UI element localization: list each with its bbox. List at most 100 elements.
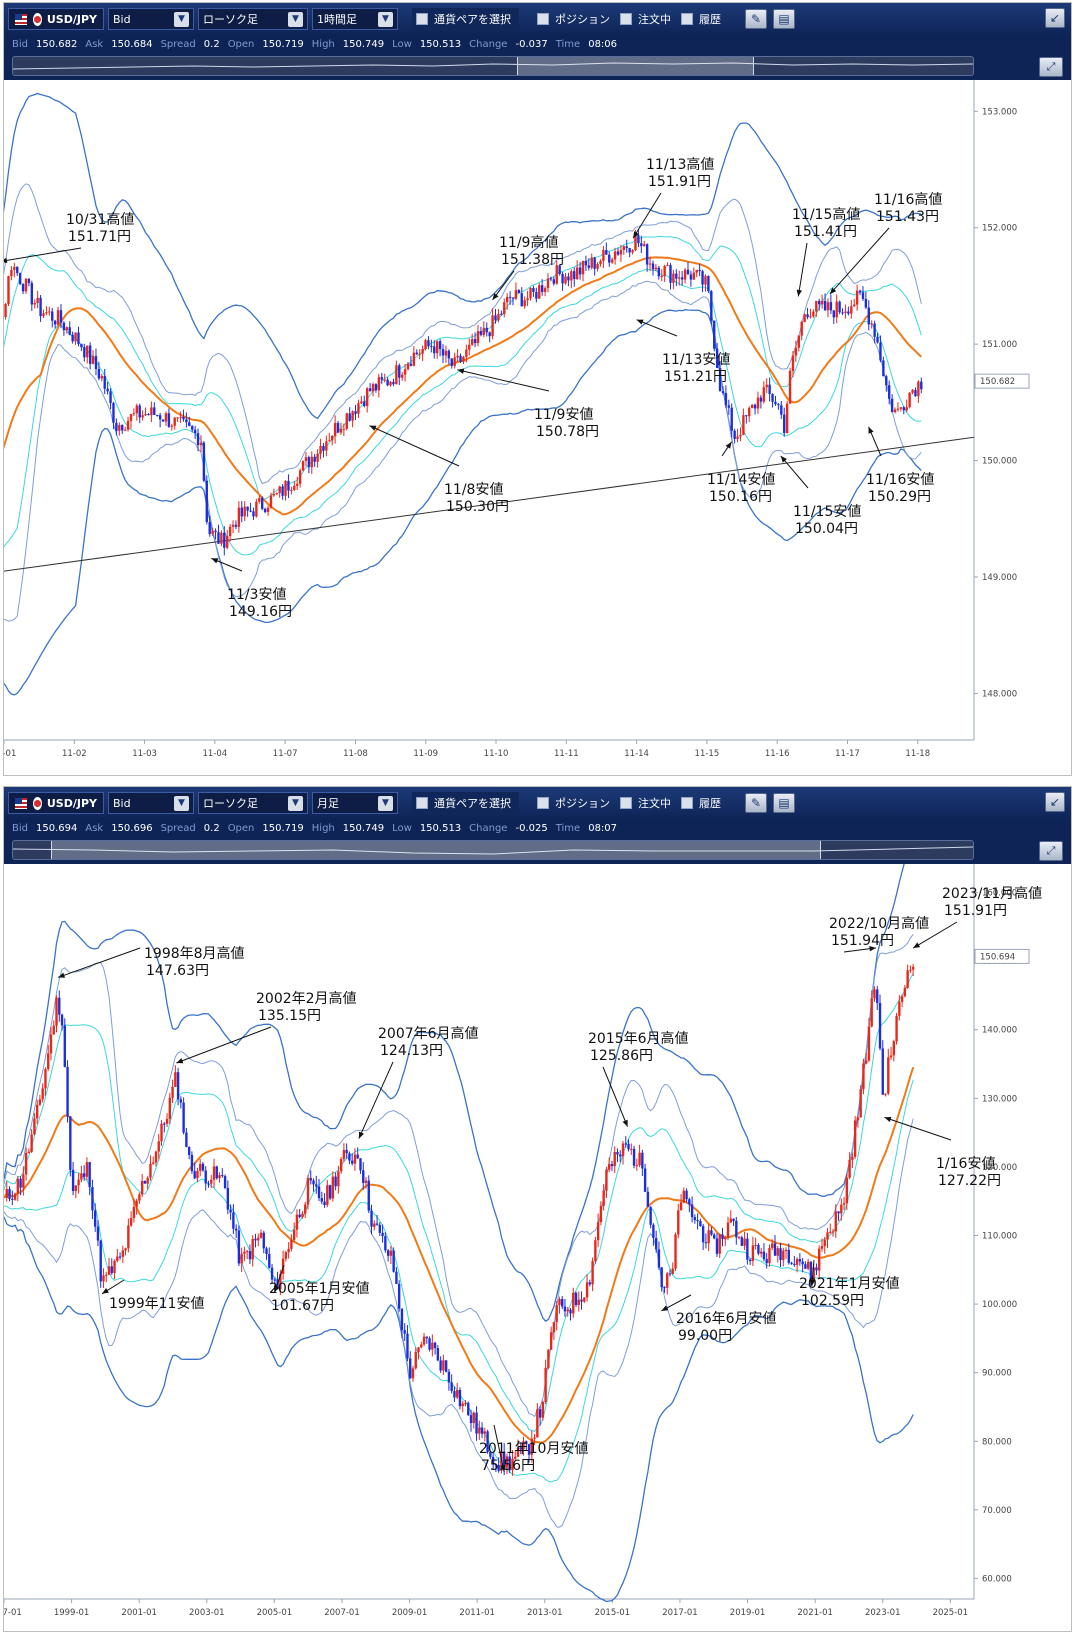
candle-body [126,420,130,430]
candle-body [715,1238,719,1254]
candle-body [211,530,214,535]
candle-body [82,1173,86,1177]
candle-body [176,417,179,419]
candle-body [400,1308,404,1331]
y-tick-label: 149.000 [982,573,1017,583]
candle-body [696,1220,699,1222]
candle-body [16,266,19,274]
checkbox-icon[interactable] [681,797,693,809]
candle-body [896,408,900,410]
candle-body [234,1228,238,1231]
x-tick-label: 2015-01 [595,1608,631,1618]
x-tick-label: 11-01 [4,749,16,759]
candle-body [354,411,357,414]
collapse-button[interactable]: ↙ [1045,792,1065,812]
candle-body [447,1371,451,1383]
annotation-value: 135.15円 [258,1008,321,1024]
candle-body [168,1097,171,1119]
timeframe-select[interactable]: 1時間足 ▼ [312,8,398,30]
history-toggle[interactable]: 履歴 [681,8,721,30]
chart-settings-button[interactable]: ✎ [745,9,767,29]
candle-body [911,966,915,970]
candle-body [121,425,124,431]
candle-body [745,415,748,417]
candle-body [561,1299,564,1307]
candle-body [307,457,311,468]
price-type-select[interactable]: Bid ▼ [108,792,194,814]
print-button[interactable]: ▤ [773,9,795,29]
candle-body [442,1360,445,1371]
annotation-value: 75.56円 [481,1458,535,1474]
candle-body [190,1154,194,1172]
candle-body [383,379,386,381]
candle-body [867,1026,871,1061]
print-button[interactable]: ▤ [773,793,795,813]
price-type-select[interactable]: Bid ▼ [108,8,194,30]
candle-body [812,1267,815,1282]
candle-body [123,429,127,431]
expand-icon[interactable]: ⤢ [1039,57,1063,77]
history-toggle[interactable]: 履歴 [681,792,721,814]
candle-body [323,1201,326,1206]
candle-body [804,1264,807,1269]
candle-body [362,1170,365,1183]
orders-toggle[interactable]: 注文中 [620,792,671,814]
candle-body [682,1190,685,1203]
candle-body [71,334,74,342]
candle-body [284,1252,288,1259]
checkbox-icon[interactable] [537,797,549,809]
timeframe-select[interactable]: 月足 ▼ [312,792,398,814]
checkbox-icon[interactable] [620,13,632,25]
candle-body [602,1190,605,1206]
x-tick-label: 2005-01 [257,1608,293,1618]
candle-body [791,355,795,371]
candle-body [635,1165,639,1167]
checkbox-icon[interactable] [681,13,693,25]
candle-body [505,296,509,303]
checkbox-icon[interactable] [416,13,428,25]
checkbox-icon[interactable] [416,797,428,809]
currency-pair-selector[interactable]: USD/JPY [8,8,104,30]
expand-icon[interactable]: ⤢ [1039,841,1063,861]
currency-select-toggle[interactable]: 通貨ペアを選択 [412,8,519,30]
annotation-value: 150.30円 [446,499,509,515]
candle-body [367,1180,370,1211]
collapse-button[interactable]: ↙ [1045,8,1065,28]
candle-body [547,1349,550,1368]
navigator-scrollbar[interactable] [12,56,974,76]
candle-body [415,352,418,355]
candle-body [377,377,381,391]
chart-settings-button[interactable]: ✎ [745,793,767,813]
navigator-window-handle[interactable] [517,57,755,75]
high-value: 150.749 [342,38,385,50]
navigator-window-handle[interactable] [51,841,822,859]
position-toggle[interactable]: ポジション [537,792,610,814]
checkbox-icon[interactable] [620,797,632,809]
candle-body [435,341,439,354]
candle-body [508,1456,511,1471]
chart-style-select[interactable]: ローソク足 ▼ [198,792,308,814]
chart-toolbar: USD/JPY Bid ▼ ローソク足 ▼ 月足 ▼ 通貨ペアを選択 ポジション 注文… [4,787,1071,819]
currency-pair-selector[interactable]: USD/JPY [8,792,104,814]
candle-body [207,1183,210,1185]
candle-body [480,1427,484,1434]
low-value: 150.513 [419,38,462,50]
navigator-scrollbar[interactable] [12,840,974,860]
candle-body [458,1390,462,1407]
annotation-title: 11/16安値 [866,472,934,488]
annotation-title: 11/16高値 [874,191,942,208]
candle-body [188,422,191,427]
annotation-arrowhead [633,231,639,239]
candle-body [543,288,547,292]
candle-body [24,278,28,292]
x-tick-label: 1999-01 [54,1608,90,1618]
candle-body [514,1456,517,1459]
candle-body [776,1248,779,1256]
checkbox-icon[interactable] [537,13,549,25]
candle-body [608,254,611,263]
candle-body [500,313,503,315]
chart-style-select[interactable]: ローソク足 ▼ [198,8,308,30]
currency-select-toggle[interactable]: 通貨ペアを選択 [412,792,519,814]
position-toggle[interactable]: ポジション [537,8,610,30]
orders-toggle[interactable]: 注文中 [620,8,671,30]
